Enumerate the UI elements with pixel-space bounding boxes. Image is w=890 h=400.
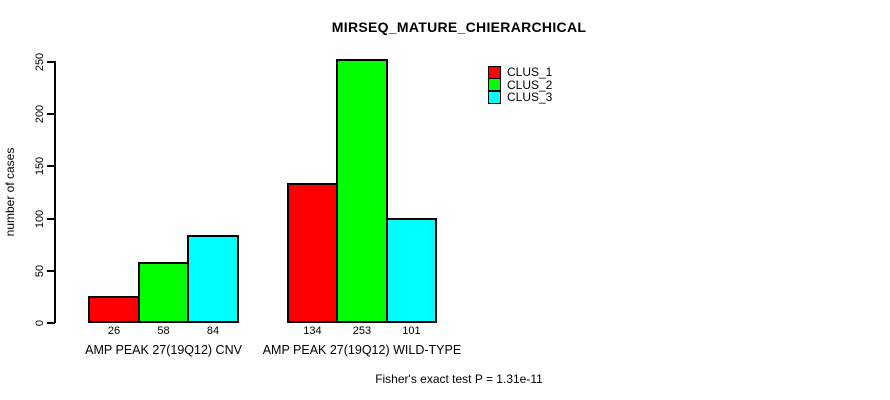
chart-title: MIRSEQ_MATURE_CHIERARCHICAL bbox=[331, 19, 587, 35]
y-tick-mark bbox=[47, 322, 55, 324]
y-tick-label: 250 bbox=[34, 52, 46, 72]
y-axis-label: number of cases bbox=[3, 147, 17, 237]
y-tick-mark bbox=[47, 113, 55, 116]
legend-swatch-icon bbox=[488, 65, 501, 79]
category-label: AMP PEAK 27(19Q12) WILD-TYPE bbox=[262, 343, 462, 357]
y-tick-mark bbox=[47, 61, 55, 63]
bar-value-label: 58 bbox=[157, 325, 170, 337]
y-tick-mark bbox=[47, 269, 55, 272]
y-tick-mark bbox=[47, 217, 55, 220]
legend-item-clus_1: CLUS_1 bbox=[488, 65, 553, 80]
bar-value-label: 101 bbox=[402, 325, 421, 337]
bar-clus_2-group1 bbox=[137, 262, 190, 323]
legend-item-clus_2: CLUS_2 bbox=[488, 77, 553, 92]
bar-clus_3-group2 bbox=[385, 217, 438, 323]
bar-value-label: 253 bbox=[352, 325, 372, 337]
legend-swatch-icon bbox=[488, 90, 501, 104]
bar-value-label: 84 bbox=[206, 325, 220, 337]
bar-clus_3-group1 bbox=[187, 235, 239, 323]
category-label: AMP PEAK 27(19Q12) CNV bbox=[85, 343, 242, 357]
y-tick-label: 100 bbox=[34, 209, 46, 228]
legend-item-label: CLUS_3 bbox=[507, 90, 553, 105]
y-tick-label: 0 bbox=[34, 319, 46, 327]
legend: CLUS_1 CLUS_2 CLUS_3 bbox=[488, 65, 553, 105]
bar-clus_2-group2 bbox=[336, 58, 388, 323]
legend-swatch-icon bbox=[488, 78, 501, 92]
bar-value-label: 134 bbox=[303, 325, 322, 337]
bar-value-label: 26 bbox=[107, 325, 121, 337]
y-tick-label: 150 bbox=[34, 157, 46, 176]
y-axis-line bbox=[54, 61, 56, 323]
legend-item-label: CLUS_2 bbox=[507, 77, 553, 92]
bar-clus_1-group1 bbox=[88, 295, 140, 323]
bar-clus_1-group2 bbox=[286, 183, 339, 323]
y-tick-label: 50 bbox=[34, 264, 46, 277]
y-tick-label: 200 bbox=[34, 105, 46, 124]
y-tick-mark bbox=[47, 165, 55, 168]
legend-item-label: CLUS_1 bbox=[507, 65, 553, 80]
stat-annotation: Fisher's exact test P = 1.31e-11 bbox=[375, 372, 543, 386]
legend-item-clus_3: CLUS_3 bbox=[488, 90, 553, 105]
